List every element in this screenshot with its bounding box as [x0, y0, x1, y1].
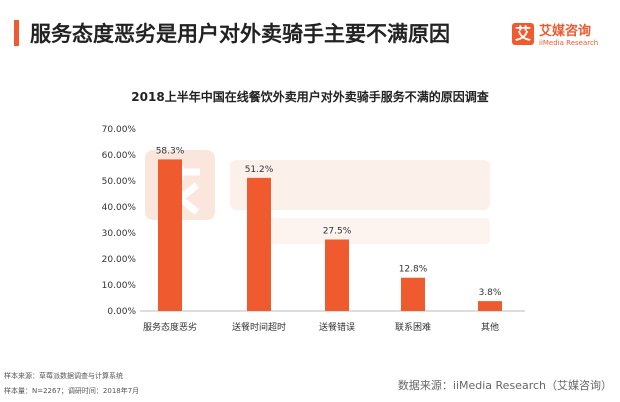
bar [325, 239, 349, 311]
bar [401, 277, 425, 311]
data-source: 数据来源：iiMedia Research（艾媒咨询） [397, 379, 612, 392]
page-title: 服务态度恶劣是用户对外卖骑手主要不满原因 [30, 22, 450, 46]
data-label: 3.8% [479, 288, 502, 298]
logo: 艾 艾媒咨询 iiMedia Research [512, 20, 598, 47]
y-tick-label: 30.00% [102, 229, 137, 239]
logo-icon: 艾 [512, 22, 534, 45]
data-label: 51.2% [245, 165, 274, 175]
x-tick-label: 服务态度恶劣 [143, 321, 197, 333]
logo-cn: 艾媒咨询 [539, 24, 592, 39]
x-tick-label: 送餐时间超时 [232, 321, 286, 333]
bar [478, 301, 502, 311]
sample-size: 样本量：N=2267；调研时间：2018年7月 [4, 387, 140, 395]
data-label: 12.8% [399, 265, 428, 275]
y-tick-label: 0.00% [107, 307, 136, 317]
data-label: 27.5% [323, 227, 352, 237]
y-tick-label: 20.00% [102, 255, 137, 265]
x-tick-label: 其他 [481, 321, 499, 333]
title-accent [14, 20, 19, 46]
logo-en: iiMedia Research [539, 39, 599, 47]
x-tick-label: 送餐错误 [319, 321, 355, 333]
y-tick-label: 60.00% [102, 151, 137, 161]
y-tick-label: 10.00% [102, 281, 137, 291]
x-tick-label: 联系困难 [395, 322, 431, 333]
bar [158, 159, 182, 311]
bar [247, 177, 271, 311]
y-tick-label: 70.00% [102, 125, 137, 135]
watermark-en-graphic [250, 218, 490, 244]
watermark-cn-graphic [230, 160, 490, 210]
sample-source: 样本来源：草莓派数据调查与计算系统 [4, 372, 123, 380]
chart-title: 2018上半年中国在线餐饮外卖用户对外卖骑手服务不满的原因调查 [131, 90, 489, 104]
data-label: 58.3% [156, 146, 185, 156]
y-tick-label: 40.00% [102, 203, 137, 213]
y-tick-label: 50.00% [102, 177, 137, 187]
